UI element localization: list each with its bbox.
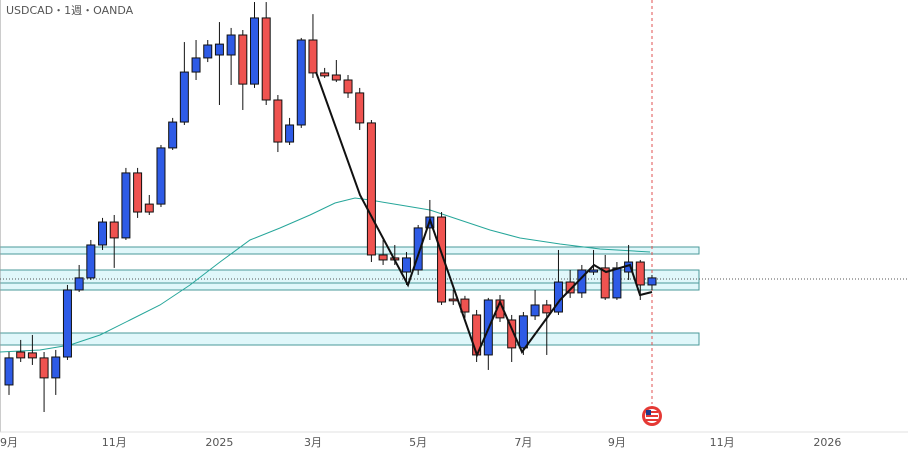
candle-body [612,267,622,299]
x-tick-label: 5月 [409,436,427,449]
candle-body [156,147,166,205]
x-tick-label: 11月 [102,436,127,449]
moving-average [0,197,651,353]
flag-canton [646,410,651,415]
candle-body [437,216,447,303]
candle-body [168,121,178,149]
candle-body [179,71,189,123]
candle-body [4,357,14,386]
chart-title: USDCAD・1週・OANDA [6,4,134,17]
candle-body [16,351,26,359]
flag-stripe [646,415,658,417]
candle-body [133,172,143,213]
zones [0,246,700,346]
candle-body [542,304,552,314]
candle-body [98,221,108,246]
candle-body [226,34,236,56]
candle-body [600,267,610,299]
x-tick-label: 2025 [205,436,233,449]
zone [0,246,700,255]
event-flag [642,406,662,426]
candle-body [261,17,271,101]
candle-body [109,221,119,239]
candle-body [413,227,423,271]
candle-body [27,352,37,359]
candle-body [214,43,224,56]
candle-body [355,92,365,124]
flag-stripe [646,411,658,413]
candle-body [74,277,84,291]
x-tick-label: 11月 [710,436,735,449]
candle-body [401,257,411,273]
candle-body [565,281,575,294]
x-tick-label: 9月 [608,436,626,449]
x-tick-label: 2026 [813,436,841,449]
candle-body [121,172,131,239]
zone [0,332,700,346]
candle-body [51,356,61,379]
candle-body [635,261,645,286]
candle-body [647,277,657,286]
candle-body [366,122,376,256]
candle-body [343,79,353,94]
candle-body [507,319,517,349]
candle-body [530,304,540,317]
candle-body [191,57,201,73]
candle-body [518,315,528,349]
zone [0,269,700,291]
flag-stripe [646,419,658,421]
x-tick-label: 7月 [514,436,532,449]
candle-body [448,298,458,302]
candle-body [285,124,295,143]
zigzag [315,71,653,358]
x-tick-label: 9月 [0,436,18,449]
candle-body [378,254,388,261]
candle-body [320,72,330,77]
candle-body [250,17,260,85]
candle-body [238,34,248,85]
candle-body [460,298,470,313]
candle-body [86,244,96,279]
candle-body [203,44,213,59]
candles [4,2,657,413]
candle-body [331,74,341,81]
candle-body [589,269,599,273]
candle-body [62,289,72,358]
candle-body [273,99,283,143]
candle-body [144,203,154,213]
x-tick-label: 3月 [304,436,322,449]
candle-body [296,39,306,126]
candle-body [39,357,49,379]
candle-body [308,39,318,74]
